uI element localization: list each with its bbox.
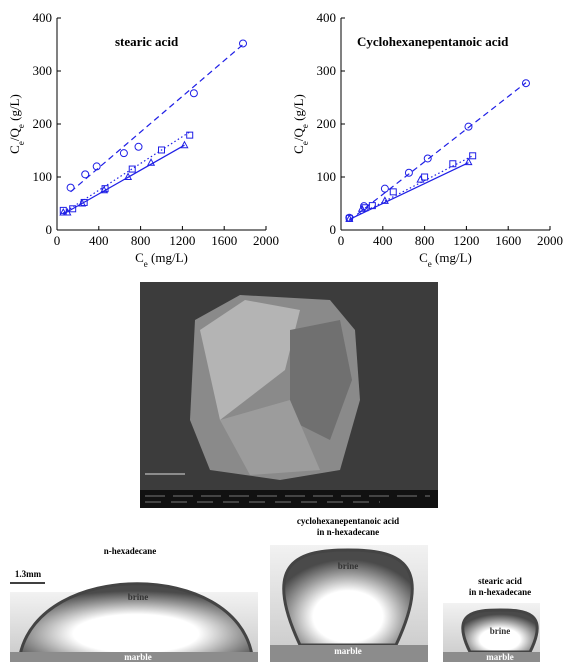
panel-title: in n-hexadecane (317, 527, 379, 537)
point (66, 183, 75, 192)
base-label: marble (486, 652, 514, 662)
x-axis-label: Ce (mg/L) (135, 250, 188, 269)
y-axis-label-part: /Q (291, 128, 306, 142)
y-tick-label: 0 (330, 222, 337, 237)
drop-label: brine (490, 626, 511, 636)
point (464, 122, 473, 131)
y-tick-label: 200 (317, 116, 337, 131)
y-axis-label: Ce/Qe (g/L) (291, 94, 310, 154)
x-tick-label: 1200 (169, 233, 195, 248)
point (63, 207, 72, 216)
chart-title: stearic acid (115, 34, 179, 49)
point (521, 79, 530, 88)
point (180, 140, 189, 149)
point (469, 152, 477, 160)
x-tick-label: 400 (89, 233, 109, 248)
point (345, 214, 354, 222)
y-axis-label-part: /Q (7, 128, 22, 142)
scale-label: 1.3mm (15, 569, 42, 579)
base-label: marble (124, 652, 152, 662)
panel-title: stearic acid (478, 576, 522, 586)
point (449, 160, 457, 168)
y-tick-label: 400 (33, 10, 53, 25)
panel-title: in n-hexadecane (469, 587, 531, 597)
y-axis-label-part: e (16, 141, 26, 145)
point (78, 198, 87, 207)
y-tick-label: 400 (317, 10, 337, 25)
panel-title: n-hexadecane (104, 546, 157, 556)
panel-title: cyclohexanepentanoic acid (297, 516, 399, 526)
drop-label: brine (338, 561, 359, 571)
y-axis-label-part: C (291, 145, 306, 154)
x-axis-label-part: e (144, 259, 148, 269)
x-tick-label: 2000 (253, 233, 279, 248)
base-label: marble (334, 646, 362, 656)
point (416, 175, 425, 183)
x-tick-label: 0 (54, 233, 61, 248)
x-tick-label: 0 (338, 233, 345, 248)
point (186, 131, 194, 139)
fit-line (348, 82, 527, 221)
fit-line (70, 44, 244, 193)
point (421, 173, 429, 181)
point (128, 165, 136, 173)
y-axis-label-part: C (7, 145, 22, 154)
y-axis-label-part: (g/L) (291, 94, 306, 124)
x-tick-label: 1600 (211, 233, 237, 248)
point (158, 146, 165, 154)
y-axis-label-part: e (300, 124, 310, 128)
point (81, 170, 90, 179)
drop-label: brine (128, 592, 149, 602)
x-axis-label-part: (mg/L) (148, 250, 188, 265)
fit-line (62, 144, 185, 215)
y-axis-label-part: e (300, 141, 310, 145)
x-tick-label: 800 (131, 233, 151, 248)
point (389, 188, 397, 196)
point (380, 184, 389, 193)
droplet-photos (10, 545, 540, 662)
point (357, 204, 366, 212)
point (99, 185, 109, 194)
x-tick-label: 1200 (453, 233, 479, 248)
y-axis-label-part: e (16, 124, 26, 128)
x-tick-label: 800 (415, 233, 435, 248)
x-axis-label-part: C (135, 250, 144, 265)
point (119, 149, 128, 158)
y-tick-label: 300 (317, 63, 337, 78)
point (124, 172, 133, 180)
point (69, 205, 77, 213)
chart-title: Cyclohexanepentanoic acid (357, 34, 509, 49)
y-tick-label: 300 (33, 63, 53, 78)
y-tick-label: 200 (33, 116, 53, 131)
x-axis-label-part: (mg/L) (432, 250, 472, 265)
y-axis-label-part: (g/L) (7, 94, 22, 124)
y-tick-label: 100 (33, 169, 53, 184)
point (239, 39, 248, 48)
sem-image (140, 282, 438, 508)
point (189, 89, 198, 98)
point (464, 157, 473, 166)
point (380, 196, 389, 204)
y-tick-label: 0 (46, 222, 53, 237)
fit-line (349, 162, 469, 220)
x-tick-label: 1600 (495, 233, 521, 248)
x-axis-label: Ce (mg/L) (419, 250, 472, 269)
point (423, 154, 432, 163)
x-tick-label: 2000 (537, 233, 563, 248)
y-tick-label: 100 (317, 169, 337, 184)
point (92, 162, 101, 171)
point (147, 158, 156, 166)
point (134, 142, 143, 151)
x-axis-label-part: e (428, 259, 432, 269)
fit-line (349, 155, 473, 220)
x-tick-label: 400 (373, 233, 393, 248)
point (59, 207, 68, 216)
point (404, 168, 413, 177)
y-axis-label: Ce/Qe (g/L) (7, 94, 26, 154)
x-axis-label-part: C (419, 250, 428, 265)
